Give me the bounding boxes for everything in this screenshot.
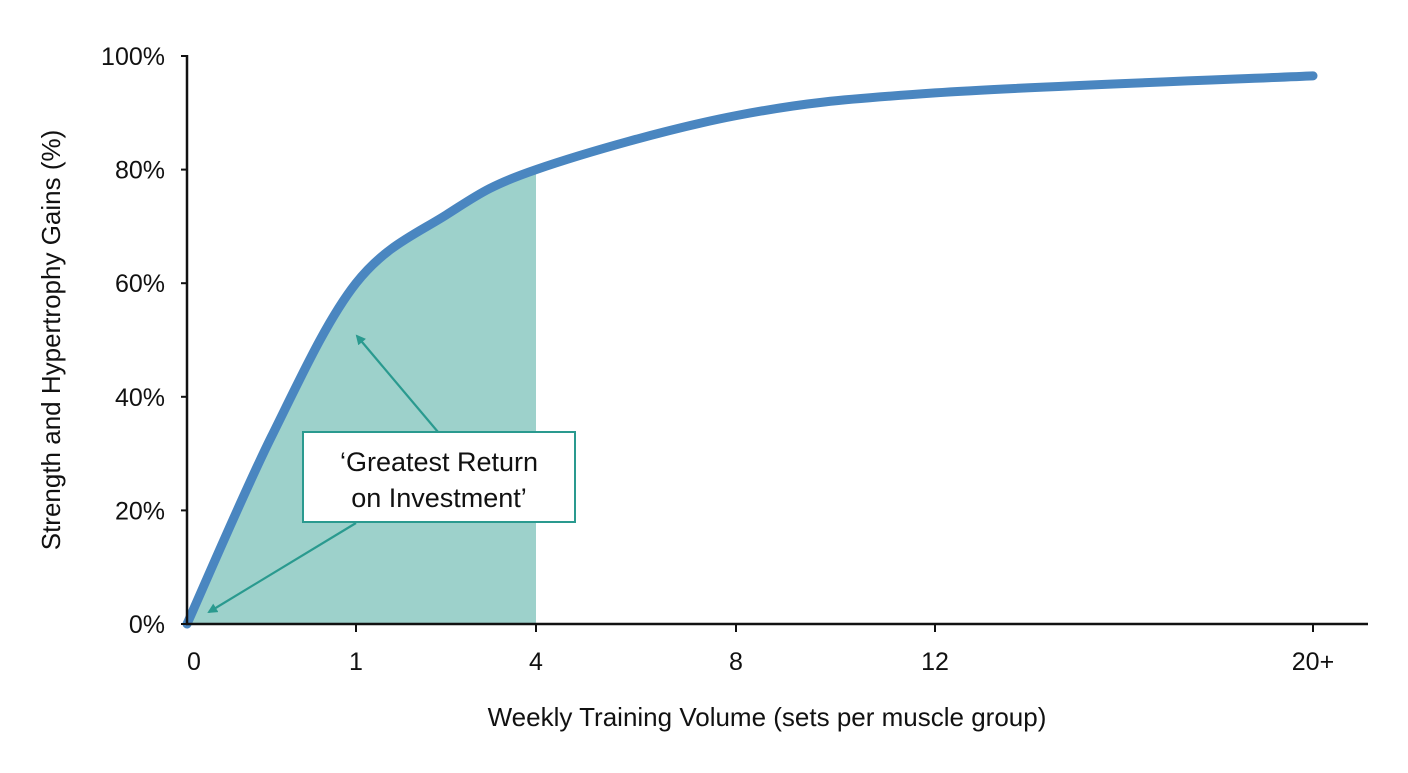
y-tick-label: 100% bbox=[101, 43, 165, 71]
x-tick-label: 8 bbox=[729, 648, 743, 676]
x-axis-label: Weekly Training Volume (sets per muscle … bbox=[488, 702, 1047, 732]
y-tick-label: 20% bbox=[115, 497, 165, 525]
y-tick-label: 40% bbox=[115, 384, 165, 412]
x-tick-label: 4 bbox=[529, 648, 543, 676]
annotation-line-1: ‘Greatest Return bbox=[340, 447, 538, 477]
annotation-arrow-upper bbox=[355, 334, 439, 433]
y-axis-label: Strength and Hypertrophy Gains (%) bbox=[36, 130, 66, 551]
x-tick-label: 12 bbox=[921, 648, 949, 676]
x-tick-label: 0 bbox=[187, 648, 201, 676]
series-line bbox=[182, 71, 1318, 629]
annotation-line-2: on Investment’ bbox=[351, 483, 527, 513]
annotation-box bbox=[302, 431, 576, 523]
y-tick-label: 0% bbox=[129, 611, 165, 639]
x-tick-label: 20+ bbox=[1292, 648, 1334, 676]
x-tick-label: 1 bbox=[349, 648, 363, 676]
y-tick-label: 80% bbox=[115, 157, 165, 185]
annotation-arrow-lower bbox=[207, 522, 357, 614]
shaded-region bbox=[187, 169, 536, 624]
y-tick-label: 60% bbox=[115, 270, 165, 298]
